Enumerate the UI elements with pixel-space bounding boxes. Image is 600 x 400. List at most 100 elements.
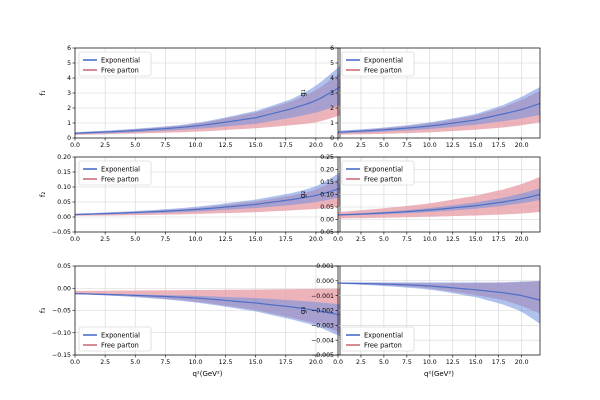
y-tick-label: 0.00	[320, 217, 334, 224]
y-tick-label: 0.001	[316, 263, 334, 270]
y-tick-label: 0.15	[320, 179, 334, 186]
x-tick-label: 12.5	[446, 142, 460, 149]
y-tick-label: 2	[67, 105, 71, 112]
x-tick-label: 17.5	[492, 359, 506, 366]
band-free-parton	[338, 177, 540, 219]
x-tick-label: 0.0	[333, 142, 343, 149]
x-axis-label: q²(GeV²)	[424, 370, 454, 378]
y-tick-label: 1	[330, 120, 334, 127]
x-tick-label: 10.0	[189, 359, 203, 366]
y-tick-label: 2	[330, 105, 334, 112]
x-tick-label: 2.5	[356, 236, 366, 243]
x-tick-label: 17.5	[279, 359, 293, 366]
y-tick-label: −0.05	[52, 229, 71, 236]
band-exponential	[75, 66, 340, 135]
band-exponential	[75, 172, 340, 216]
x-tick-label: 0.0	[70, 359, 80, 366]
legend-label: Free parton	[364, 341, 402, 349]
x-tick-label: 20.0	[309, 359, 323, 366]
x-tick-label: 20.0	[515, 142, 529, 149]
x-tick-label: 17.5	[279, 142, 293, 149]
y-tick-label: 5	[330, 60, 334, 67]
y-tick-label: −0.15	[52, 352, 71, 359]
line-exponential	[338, 282, 540, 301]
y-tick-label: 0.00	[57, 214, 71, 221]
line-exponential	[75, 187, 340, 216]
y-tick-label: 0.25	[320, 154, 334, 161]
y-tick-label: 4	[330, 75, 334, 82]
x-tick-label: 5.0	[379, 236, 389, 243]
x-tick-label: 12.5	[446, 236, 460, 243]
y-tick-label: −0.05	[315, 229, 334, 236]
x-tick-label: 12.5	[219, 359, 233, 366]
y-tick-label: 0	[330, 135, 334, 142]
x-tick-label: 7.5	[160, 236, 170, 243]
y-tick-label: 0.05	[320, 204, 334, 211]
legend: Exponential Free parton	[341, 326, 415, 352]
y-tick-label: 5	[67, 60, 71, 67]
x-tick-label: 7.5	[402, 236, 412, 243]
x-tick-label: 17.5	[492, 142, 506, 149]
legend-label: Free parton	[101, 341, 139, 349]
y-tick-label: 0.20	[57, 154, 71, 161]
x-tick-label: 20.0	[515, 359, 529, 366]
x-tick-label: 12.5	[446, 359, 460, 366]
band-exponential	[338, 280, 540, 324]
x-tick-label: 12.5	[219, 236, 233, 243]
y-tick-label: −0.001	[311, 293, 334, 300]
x-axis-label: q²(GeV²)	[192, 370, 222, 378]
x-tick-label: 10.0	[189, 236, 203, 243]
x-tick-label: 2.5	[356, 142, 366, 149]
legend-label: Free parton	[101, 175, 139, 183]
legend-label: Exponential	[101, 56, 140, 64]
x-tick-label: 5.0	[130, 359, 140, 366]
line-exponential	[75, 86, 340, 134]
y-tick-label: 0.20	[320, 167, 334, 174]
x-tick-label: 0.0	[70, 142, 80, 149]
y-tick-label: 3	[67, 90, 71, 97]
x-tick-label: 17.5	[279, 236, 293, 243]
legend-label: Free parton	[101, 66, 139, 74]
y-tick-label: 0.00	[57, 285, 71, 292]
x-tick-label: 2.5	[100, 236, 110, 243]
x-tick-label: 12.5	[219, 142, 233, 149]
y-tick-label: 0.05	[57, 263, 71, 270]
panel-5: 0.0 2.5 5.0 7.5 10.0 12.5 15.0 17.5 20.0 −0.15 −0.…	[39, 263, 341, 378]
band-exponential	[338, 87, 540, 134]
x-tick-label: 17.5	[492, 236, 506, 243]
x-tick-label: 0.0	[333, 236, 343, 243]
x-tick-label: 5.0	[379, 359, 389, 366]
y-tick-label: 1	[67, 120, 71, 127]
y-tick-label: −0.002	[311, 308, 334, 315]
line-exponential	[338, 193, 540, 216]
x-tick-label: 10.0	[423, 359, 437, 366]
y-tick-label: 0.15	[57, 169, 71, 176]
y-tick-label: 6	[330, 45, 334, 52]
legend: Exponential Free parton	[78, 51, 152, 77]
y-tick-label: 6	[67, 45, 71, 52]
legend-label: Exponential	[364, 165, 403, 173]
y-tick-label: 4	[67, 75, 71, 82]
x-tick-label: 15.0	[249, 142, 263, 149]
y-tick-label: −0.05	[52, 308, 71, 315]
legend-label: Exponential	[101, 331, 140, 339]
x-tick-label: 15.0	[469, 236, 483, 243]
legend-label: Exponential	[101, 165, 140, 173]
y-tick-label: −0.004	[311, 337, 334, 344]
y-axis-label: f₁	[39, 90, 47, 95]
x-tick-label: 2.5	[100, 142, 110, 149]
legend: Exponential Free parton	[341, 51, 415, 77]
y-tick-label: 0.10	[320, 192, 334, 199]
panel-6: 0.0 2.5 5.0 7.5 10.0 12.5 15.0 17.5 20.0−0.005−0…	[299, 263, 541, 378]
band-free-parton	[338, 90, 540, 135]
y-axis-label: f₃	[39, 308, 47, 313]
y-tick-label: 0	[67, 135, 71, 142]
band-exponential	[75, 293, 340, 337]
legend: Exponential Free parton	[341, 160, 415, 186]
x-tick-label: 15.0	[469, 359, 483, 366]
line-exponential	[338, 102, 540, 133]
x-tick-label: 0.0	[70, 236, 80, 243]
x-tick-label: 7.5	[402, 359, 412, 366]
y-tick-label: −0.003	[311, 323, 334, 330]
